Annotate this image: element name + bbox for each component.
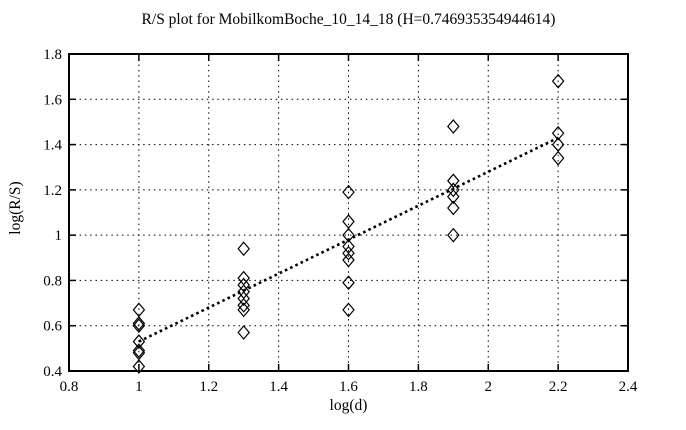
y-tick-label: 1 (55, 228, 63, 244)
data-point-diamond (342, 184, 355, 200)
data-point-diamond (447, 173, 460, 189)
data-point-diamond (551, 125, 565, 141)
y-tick-label: 0.4 (43, 364, 62, 380)
x-tick-label: 1.2 (199, 379, 218, 395)
data-point-diamond (237, 291, 250, 306)
data-point-diamond (237, 325, 250, 340)
x-tick-label: 2.4 (619, 379, 638, 395)
y-tick-label: 1.4 (43, 138, 62, 154)
data-point-diamond (447, 119, 460, 134)
x-axis-label: log(d) (329, 397, 368, 414)
x-tick-label: 1.4 (269, 379, 288, 395)
data-point-diamond (342, 275, 355, 291)
x-tick-label: 1.6 (339, 379, 358, 395)
plot-border (68, 53, 629, 372)
data-point-diamond (132, 334, 146, 349)
data-point-diamond (132, 343, 146, 359)
x-tick-label: 1 (135, 379, 143, 395)
data-point-diamond (447, 227, 460, 243)
y-tick-label: 1.8 (43, 47, 62, 63)
data-point-diamond (237, 302, 250, 318)
data-point-diamond (342, 214, 355, 229)
data-point-diamond (132, 318, 146, 334)
data-point-diamond (342, 245, 355, 261)
data-point-diamond (342, 302, 355, 318)
data-point-diamond (447, 200, 460, 216)
x-tick-label: 0.8 (60, 379, 79, 395)
data-point-diamond (132, 359, 146, 374)
data-point-diamond (237, 297, 250, 313)
data-point-diamond (551, 150, 565, 166)
data-point-diamond (447, 189, 460, 205)
y-tick-label: 0.6 (43, 319, 62, 335)
x-tick-label: 2 (485, 379, 493, 395)
x-tick-label: 1.8 (409, 379, 428, 395)
x-tick-label: 2.2 (549, 379, 568, 395)
y-tick-label: 0.8 (43, 273, 62, 289)
data-point-diamond (237, 241, 250, 257)
data-point-diamond (132, 316, 146, 331)
data-point-diamond (342, 252, 355, 268)
y-tick-label: 1.6 (43, 92, 62, 108)
chart-title: R/S plot for MobilkomBoche_10_14_18 (H=0… (141, 11, 556, 28)
data-point-diamond (342, 227, 355, 243)
data-point-diamond (447, 182, 460, 198)
y-tick-label: 1.2 (43, 183, 62, 199)
data-point-diamond (551, 73, 565, 89)
